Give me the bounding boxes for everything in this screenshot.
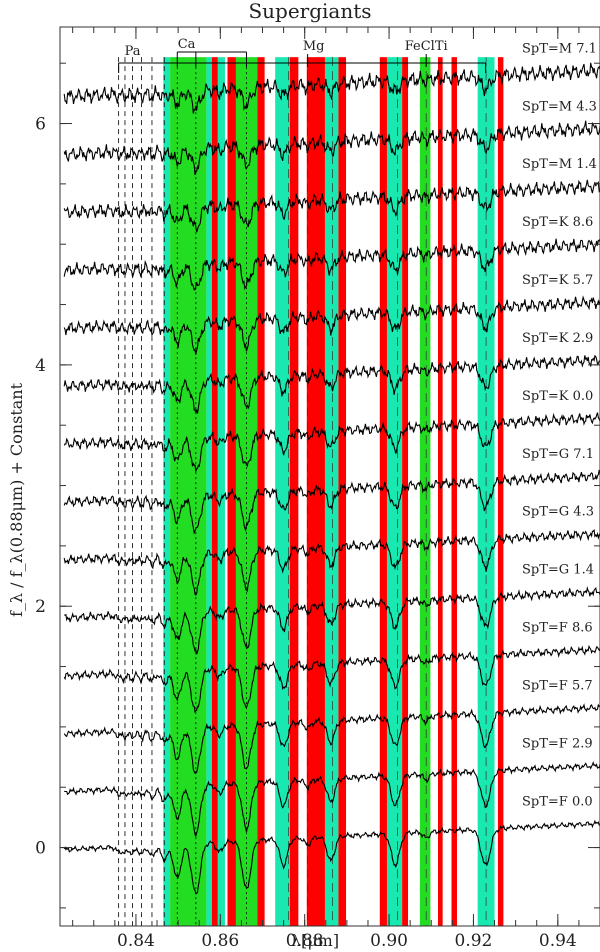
pa-label: Pa <box>125 44 141 59</box>
green-band <box>170 57 207 926</box>
spectrum-label: SpT=M 7.1 <box>522 41 597 56</box>
red-band <box>338 57 347 926</box>
cyan-band <box>206 57 212 926</box>
spectrum-line <box>63 179 600 233</box>
spectrum-line <box>63 62 600 114</box>
y-tick-label: 4 <box>35 356 46 376</box>
spectrum-label: SpT=M 4.3 <box>522 99 597 114</box>
spectrum-label: SpT=F 5.7 <box>522 679 593 694</box>
x-tick-label: 0.84 <box>117 931 155 951</box>
spectrum-line <box>64 586 600 655</box>
y-tick-label: 6 <box>35 115 46 135</box>
spectrum-line <box>63 120 600 176</box>
spectrum-line <box>63 528 600 596</box>
spectra-series: SpT=F 0.0 SpT=F 2.9 SpT=F 5.7 SpT=F 8.6 SpT=… <box>63 41 600 895</box>
spectrum-label: SpT=K 5.7 <box>522 273 593 288</box>
spectrum-label: SpT=M 1.4 <box>522 157 597 172</box>
spectrum-label: SpT=K 8.6 <box>522 215 593 230</box>
feature-markers: Pa Ca Mg FeClTi <box>118 37 487 73</box>
chart-title: Supergiants <box>248 0 371 23</box>
y-tick-label: 0 <box>35 839 46 859</box>
spectral-bands <box>163 57 504 926</box>
fecliti-label: FeClTi <box>405 39 448 54</box>
spectrum-label: SpT=G 1.4 <box>522 563 594 578</box>
cyan-band <box>217 57 225 926</box>
red-band <box>497 57 504 926</box>
x-tick-label: 0.94 <box>539 931 577 951</box>
x-tick-label: 0.86 <box>201 931 239 951</box>
spectrum-line <box>63 644 600 713</box>
red-band <box>451 57 457 926</box>
spectrum-label: SpT=F 8.6 <box>522 621 593 636</box>
red-band <box>211 57 218 926</box>
green-band <box>419 57 431 926</box>
spectrum-line <box>63 469 600 535</box>
cyan-band <box>324 57 339 926</box>
spectrum-line <box>63 412 600 473</box>
cyan-band <box>386 57 403 926</box>
spectrum-label: SpT=F 2.9 <box>522 736 593 751</box>
cyan-band <box>163 57 171 926</box>
y-axis-title: f_λ / f_λ(0.88μm) + Constant <box>7 382 26 617</box>
spectrum-line <box>63 238 600 291</box>
axis-ticks: 0.84 0.86 0.88 0.90 0.92 0.94 0 2 4 6 <box>35 27 600 951</box>
spectrum-line <box>63 354 600 415</box>
spectrum-line <box>63 295 600 355</box>
mg-label: Mg <box>303 39 325 54</box>
red-band <box>306 57 325 926</box>
spectrum-label: SpT=G 7.1 <box>522 447 594 462</box>
spectrum-line <box>63 703 600 775</box>
x-tick-label: 0.92 <box>455 931 493 951</box>
spectrum-line <box>63 819 600 895</box>
spectrum-line <box>64 761 600 838</box>
spectrum-label: SpT=F 0.0 <box>522 794 593 809</box>
red-band <box>438 57 443 926</box>
y-tick-label: 2 <box>35 597 46 617</box>
spectrum-label: SpT=K 2.9 <box>522 331 593 346</box>
x-tick-label: 0.88 <box>286 931 324 951</box>
red-band <box>257 57 265 926</box>
red-band <box>402 57 409 926</box>
x-axis-title: λ[μm] <box>291 931 339 950</box>
x-tick-label: 0.90 <box>370 931 408 951</box>
plot-frame <box>59 26 600 927</box>
spectrum-label: SpT=G 4.3 <box>522 505 594 520</box>
red-band <box>379 57 387 926</box>
ca-label: Ca <box>178 37 196 52</box>
spectrum-label: SpT=K 0.0 <box>522 389 593 404</box>
